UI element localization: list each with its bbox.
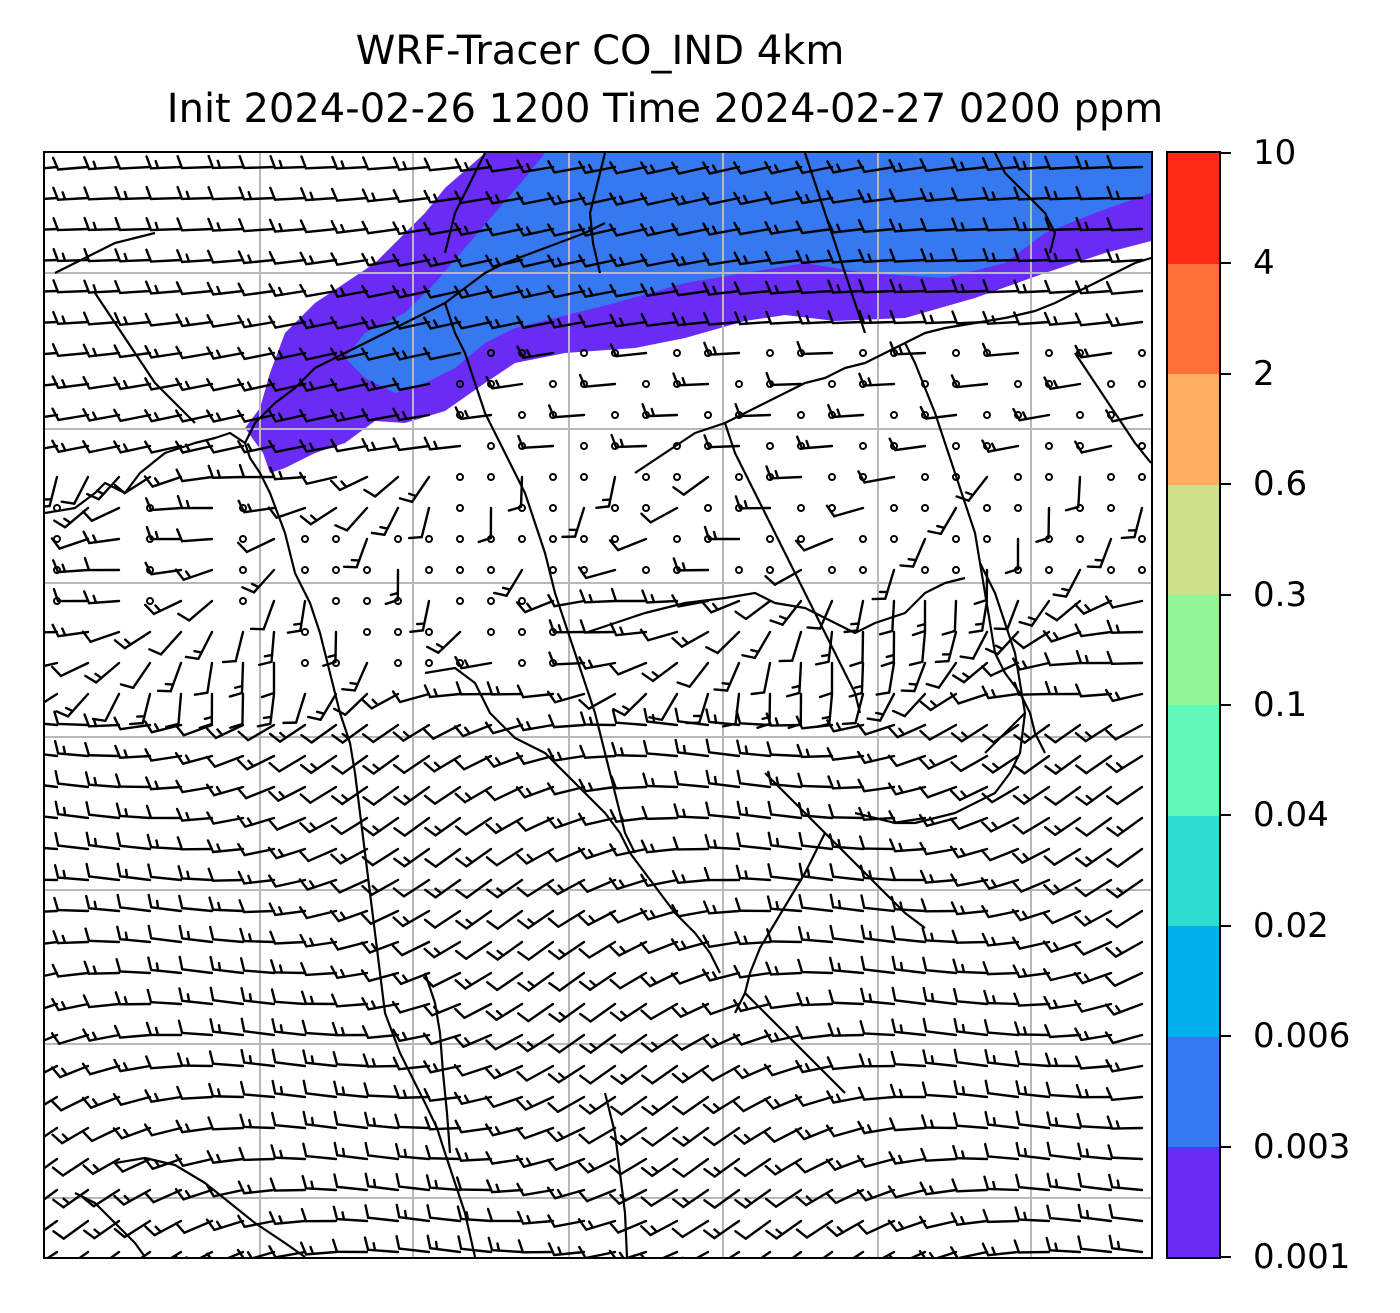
- colorbar-tick-label: 4: [1253, 243, 1275, 284]
- colorbar-tick: [1221, 924, 1231, 927]
- map-canvas: [45, 153, 1151, 1257]
- map-gridlines: [45, 153, 1151, 1257]
- colorbar: [1166, 151, 1221, 1259]
- colorbar-tick-label: 2: [1253, 353, 1275, 394]
- colorbar-tick: [1221, 1256, 1231, 1258]
- chart-title-line-1: WRF-Tracer CO_IND 4km: [355, 28, 845, 74]
- colorbar-segment: [1168, 373, 1219, 485]
- plume-mid-concentration: [345, 153, 1151, 393]
- colorbar-tick: [1221, 372, 1231, 375]
- colorbar-tick: [1221, 814, 1231, 817]
- map-panel[interactable]: [43, 151, 1153, 1259]
- colorbar-tick: [1221, 1145, 1231, 1148]
- colorbar-segment: [1168, 705, 1219, 816]
- colorbar-segment: [1168, 1146, 1219, 1258]
- colorbar-tick-label: 0.1: [1253, 685, 1308, 725]
- colorbar-tick-label: 0.001: [1253, 1237, 1351, 1277]
- colorbar-tick-label: 0.003: [1253, 1126, 1351, 1167]
- colorbar-segment: [1168, 815, 1219, 927]
- colorbar-segment: [1168, 1036, 1219, 1148]
- wind-barbs: [45, 154, 1146, 1257]
- colorbar-tick-label: 0.6: [1253, 464, 1308, 505]
- colorbar-segment: [1168, 153, 1219, 264]
- colorbar-tick: [1221, 483, 1231, 486]
- colorbar-tick-label: 0.04: [1253, 795, 1329, 836]
- colorbar-tick: [1221, 593, 1231, 596]
- colorbar-tick: [1221, 262, 1231, 265]
- colorbar-segment: [1168, 594, 1219, 706]
- colorbar-tick-label: 0.3: [1253, 574, 1308, 615]
- colorbar-segment: [1168, 484, 1219, 596]
- colorbar-tick: [1221, 152, 1231, 154]
- colorbar-segment: [1168, 263, 1219, 375]
- colorbar-tick: [1221, 704, 1231, 706]
- colorbar-tick-label: 0.006: [1253, 1016, 1351, 1057]
- colorbar-tick: [1221, 1035, 1231, 1038]
- colorbar-segment: [1168, 925, 1219, 1037]
- colorbar-tick-label: 0.02: [1253, 905, 1329, 946]
- chart-title-line-2: Init 2024-02-26 1200 Time 2024-02-27 020…: [166, 86, 1164, 132]
- colorbar-tick-label: 10: [1253, 133, 1297, 173]
